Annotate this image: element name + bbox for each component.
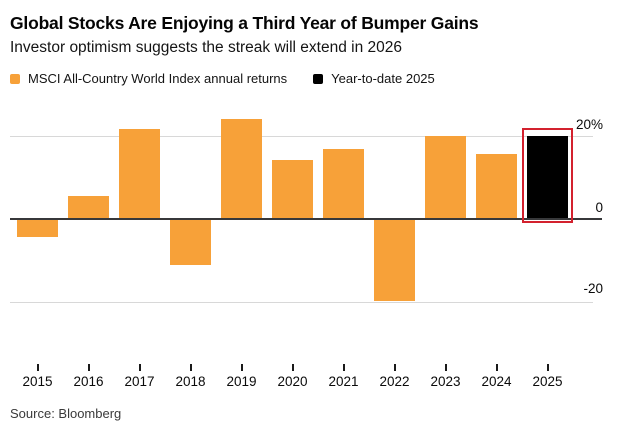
bar-2020 xyxy=(272,159,313,219)
zero-axis-line xyxy=(10,218,602,220)
x-tick-2023 xyxy=(444,364,447,371)
x-tick-2017 xyxy=(138,364,141,371)
x-label-2019: 2019 xyxy=(226,374,257,389)
gridline-neg20pct xyxy=(10,302,593,303)
bar-2016 xyxy=(68,195,109,219)
x-tick-2022 xyxy=(393,364,396,371)
legend-label-ytd: Year-to-date 2025 xyxy=(331,71,435,86)
x-tick-2018 xyxy=(189,364,192,371)
bar-2015 xyxy=(17,219,58,237)
y-axis-label-neg20: -20 xyxy=(583,281,603,296)
x-tick-2024 xyxy=(495,364,498,371)
x-label-2020: 2020 xyxy=(277,374,308,389)
x-label-2018: 2018 xyxy=(175,374,206,389)
annual-returns-swatch-icon xyxy=(10,73,20,84)
bar-2023 xyxy=(425,135,466,219)
page-title: Global Stocks Are Enjoying a Third Year … xyxy=(10,13,479,33)
x-label-2022: 2022 xyxy=(379,374,410,389)
x-tick-2019 xyxy=(240,364,243,371)
x-label-2024: 2024 xyxy=(481,374,512,389)
y-axis-label-20pct: 20% xyxy=(575,117,603,132)
bar-2021 xyxy=(323,149,364,219)
ytd-highlight-box xyxy=(522,128,573,224)
legend: MSCI All-Country World Index annual retu… xyxy=(10,71,435,86)
x-tick-2015 xyxy=(36,364,39,371)
chart-subtitle: Investor optimism suggests the streak wi… xyxy=(10,39,402,56)
x-label-2015: 2015 xyxy=(22,374,53,389)
x-tick-2020 xyxy=(291,364,294,371)
x-label-2021: 2021 xyxy=(328,374,359,389)
x-tick-2016 xyxy=(87,364,90,371)
bar-2022 xyxy=(374,219,415,302)
legend-label-annual-returns: MSCI All-Country World Index annual retu… xyxy=(28,71,288,86)
plot-area: 20% 0 -20 2015 2016 2017 2018 2019 2020 2021 20… xyxy=(10,100,624,400)
x-label-2025: 2025 xyxy=(532,374,563,389)
x-label-2017: 2017 xyxy=(124,374,155,389)
legend-item-annual-returns: MSCI All-Country World Index annual retu… xyxy=(10,71,287,86)
x-label-2016: 2016 xyxy=(73,374,104,389)
ytd-swatch-icon xyxy=(313,73,324,84)
gridline-20pct xyxy=(10,136,593,137)
legend-item-ytd: Year-to-date 2025 xyxy=(313,71,435,86)
bar-2019 xyxy=(221,119,262,219)
bar-2017 xyxy=(119,129,160,219)
x-tick-2025 xyxy=(546,364,549,371)
bar-2024 xyxy=(476,153,517,219)
source-note: Source: Bloomberg xyxy=(10,406,122,421)
bar-2025 xyxy=(527,136,568,219)
bar-2018 xyxy=(170,219,211,266)
x-tick-2021 xyxy=(342,364,345,371)
y-axis-label-0: 0 xyxy=(595,200,603,215)
x-label-2023: 2023 xyxy=(430,374,461,389)
